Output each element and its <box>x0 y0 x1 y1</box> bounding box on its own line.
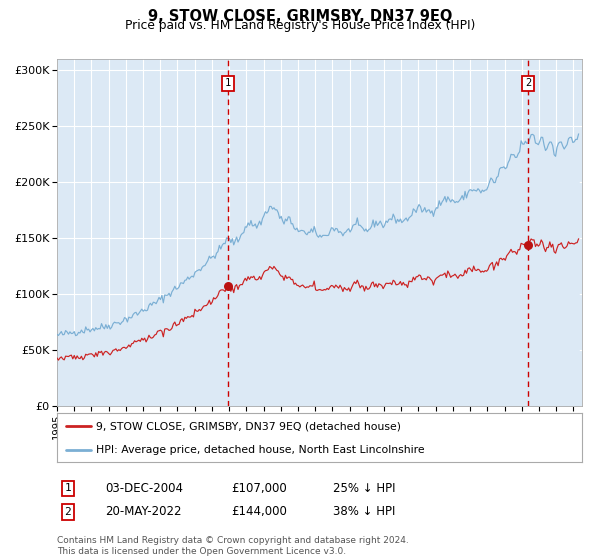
Text: 2: 2 <box>64 507 71 517</box>
Text: 38% ↓ HPI: 38% ↓ HPI <box>333 505 395 519</box>
Text: £144,000: £144,000 <box>231 505 287 519</box>
Text: 2: 2 <box>525 78 532 88</box>
Text: 20-MAY-2022: 20-MAY-2022 <box>105 505 182 519</box>
Text: Price paid vs. HM Land Registry's House Price Index (HPI): Price paid vs. HM Land Registry's House … <box>125 19 475 32</box>
Text: 25% ↓ HPI: 25% ↓ HPI <box>333 482 395 495</box>
Text: HPI: Average price, detached house, North East Lincolnshire: HPI: Average price, detached house, Nort… <box>97 445 425 455</box>
Text: £107,000: £107,000 <box>231 482 287 495</box>
Text: 1: 1 <box>64 483 71 493</box>
Text: 9, STOW CLOSE, GRIMSBY, DN37 9EQ: 9, STOW CLOSE, GRIMSBY, DN37 9EQ <box>148 9 452 24</box>
Text: 9, STOW CLOSE, GRIMSBY, DN37 9EQ (detached house): 9, STOW CLOSE, GRIMSBY, DN37 9EQ (detach… <box>97 421 401 431</box>
Text: 1: 1 <box>224 78 231 88</box>
Text: Contains HM Land Registry data © Crown copyright and database right 2024.
This d: Contains HM Land Registry data © Crown c… <box>57 536 409 556</box>
Text: 03-DEC-2004: 03-DEC-2004 <box>105 482 183 495</box>
